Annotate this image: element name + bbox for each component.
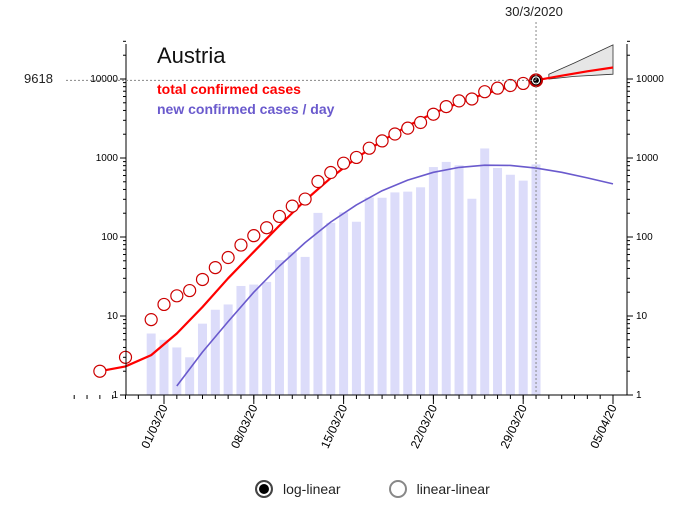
- daily-bar: [249, 284, 259, 395]
- x-tick-label: 08/03/20: [228, 402, 261, 451]
- total-point: [272, 209, 287, 224]
- daily-bar: [236, 285, 246, 395]
- total-point: [247, 229, 261, 243]
- daily-bar: [518, 180, 528, 395]
- daily-bar: [262, 281, 272, 395]
- x-tick-label: 15/03/20: [318, 402, 351, 451]
- total-point: [311, 174, 325, 189]
- daily-bar: [377, 197, 387, 395]
- total-point: [298, 192, 312, 206]
- legend-total: total confirmed cases: [157, 81, 301, 97]
- total-point: [260, 221, 274, 235]
- daily-bar: [300, 256, 310, 395]
- total-point: [234, 238, 248, 252]
- total-point: [439, 99, 453, 114]
- y-tick-label-right: 10: [636, 311, 648, 322]
- total-point: [183, 283, 197, 298]
- daily-bar: [351, 221, 361, 395]
- daily-bar: [159, 339, 169, 395]
- observed-points: [93, 73, 544, 378]
- daily-bar: [223, 304, 233, 395]
- daily-bar: [403, 191, 413, 395]
- x-tick-label: 05/04/20: [587, 402, 620, 451]
- total-point: [478, 85, 492, 99]
- mode-log-linear-label: log-linear: [283, 481, 341, 497]
- daily-bar: [326, 222, 336, 395]
- daily-bar: [146, 333, 156, 395]
- mode-log-linear[interactable]: log-linear: [255, 480, 341, 498]
- current-value-label: 9618: [24, 71, 53, 86]
- total-point: [337, 156, 351, 170]
- chart: 1 1 10 10 100 100 1000 1000 10000 10000 01/03/20 08…: [24, 4, 664, 451]
- daily-bar: [493, 167, 503, 395]
- total-point: [208, 260, 222, 275]
- daily-bar: [416, 187, 426, 395]
- total-point: [388, 127, 402, 141]
- total-point: [157, 297, 171, 312]
- daily-bar: [339, 212, 349, 395]
- daily-bar: [390, 192, 400, 395]
- chart-title: Austria: [157, 43, 226, 68]
- mode-linear-linear[interactable]: linear-linear: [388, 480, 490, 498]
- forecast-band: [548, 44, 614, 80]
- daily-bar: [428, 167, 438, 395]
- y-tick-label-right: 1: [636, 390, 642, 401]
- daily-bar: [287, 252, 297, 395]
- total-point: [349, 150, 364, 165]
- daily-bar: [480, 148, 490, 395]
- total-point: [362, 141, 376, 155]
- x-tick-label: 29/03/20: [497, 402, 530, 451]
- forecast-band-area: [548, 44, 614, 80]
- legend-daily: new confirmed cases / day: [157, 101, 335, 117]
- total-point: [490, 81, 505, 95]
- total-point: [452, 94, 466, 108]
- daily-bar: [185, 357, 195, 395]
- daily-bar: [313, 212, 323, 395]
- total-point: [324, 165, 338, 180]
- total-point: [413, 115, 428, 130]
- daily-bar: [364, 197, 374, 395]
- radio-linear-linear[interactable]: [388, 480, 407, 498]
- daily-bar: [505, 174, 515, 395]
- y-tick-label-right: 1000: [636, 153, 659, 164]
- y-tick-label-left: 100: [101, 232, 118, 243]
- scale-mode-selector: log-linear linear-linear: [255, 477, 555, 501]
- total-point: [93, 364, 107, 378]
- total-point: [170, 289, 184, 303]
- daily-bar: [210, 309, 220, 395]
- daily-bar: [467, 198, 477, 395]
- total-point: [195, 272, 210, 287]
- y-tick-label-left: 1000: [96, 153, 119, 164]
- current-date-label: 30/3/2020: [505, 4, 563, 19]
- total-point: [144, 313, 158, 327]
- total-point: [426, 107, 440, 121]
- mode-linear-linear-label: linear-linear: [416, 481, 490, 497]
- y-tick-label-right: 100: [636, 232, 653, 243]
- total-point: [516, 76, 530, 91]
- y-tick-label-left: 10000: [90, 74, 118, 85]
- total-point: [375, 134, 389, 148]
- y-tick-label-left: 1: [112, 390, 118, 401]
- total-point: [465, 92, 479, 106]
- total-point: [401, 121, 415, 135]
- total-point: [221, 250, 235, 265]
- daily-bar: [172, 347, 182, 395]
- total-point: [503, 78, 517, 93]
- daily-bar: [197, 323, 207, 395]
- x-tick-label: 22/03/20: [408, 402, 441, 451]
- daily-bar: [441, 161, 451, 395]
- x-tick-label: 01/03/20: [138, 402, 171, 451]
- daily-bar: [454, 165, 464, 395]
- y-tick-label-right: 10000: [636, 74, 664, 85]
- y-tick-label-left: 10: [107, 311, 119, 322]
- daily-bar: [274, 260, 284, 395]
- total-point: [285, 199, 299, 213]
- daily-bars: [146, 148, 541, 395]
- daily-fit-line: [176, 164, 614, 387]
- radio-log-linear[interactable]: [255, 480, 273, 498]
